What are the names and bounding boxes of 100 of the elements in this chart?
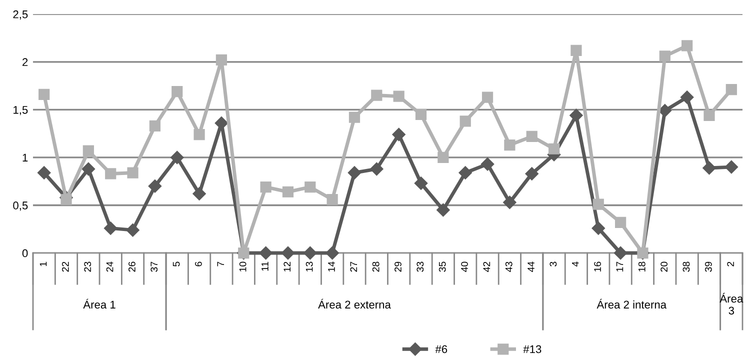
text: Área 2 externa <box>318 298 391 309</box>
point <box>170 150 184 164</box>
point <box>482 92 494 103</box>
point <box>615 216 626 228</box>
x-tick-label: 3 <box>550 262 557 266</box>
x-tick-label: 10 <box>239 262 246 272</box>
point <box>702 161 716 175</box>
point <box>592 222 605 235</box>
legend-label: #6 <box>435 345 448 354</box>
point <box>658 104 672 118</box>
x-tick-label: 20 <box>660 262 668 272</box>
y-tick-label: 2,5 <box>13 10 28 20</box>
point <box>82 145 94 156</box>
point <box>415 108 427 120</box>
point <box>614 246 628 260</box>
point <box>60 194 72 206</box>
point <box>348 112 360 123</box>
point <box>192 187 206 200</box>
x-tick-label: 17 <box>616 262 624 272</box>
x-tick-label: 12 <box>284 262 290 272</box>
point <box>281 246 295 260</box>
x-tick-label: 35 <box>438 262 446 272</box>
legend-label: #13 <box>523 345 542 354</box>
x-tick-label: 27 <box>350 262 358 272</box>
point <box>259 246 272 260</box>
point <box>393 90 404 102</box>
point <box>348 166 362 180</box>
x-tick-label: 13 <box>306 262 313 272</box>
y-tick-label: 2 <box>22 58 28 66</box>
y-tick-label: 0,5 <box>13 202 28 211</box>
point <box>148 180 162 193</box>
point <box>282 186 294 198</box>
x-tick-label: 40 <box>461 262 468 272</box>
x-tick-label: 5 <box>172 262 180 266</box>
point <box>460 116 471 127</box>
point <box>414 176 428 190</box>
x-tick-label: 44 <box>528 262 534 272</box>
x-tick-label: 16 <box>594 262 601 272</box>
point <box>149 120 160 132</box>
x-tick-label: 2 <box>727 262 734 266</box>
point <box>38 88 50 100</box>
x-tick-label: 1 <box>40 262 47 266</box>
point <box>680 90 694 104</box>
point <box>82 162 96 176</box>
point <box>570 108 583 122</box>
point <box>304 246 317 260</box>
x-tick-label: 7 <box>217 262 224 266</box>
point <box>480 158 494 171</box>
point <box>172 86 183 98</box>
x-tick-label: 14 <box>328 262 335 272</box>
point <box>704 110 715 121</box>
point <box>548 143 560 154</box>
x-tick-label: 43 <box>505 262 512 272</box>
x-tick-label: 6 <box>195 262 202 266</box>
point <box>371 90 382 101</box>
y-tick-label: 0 <box>22 249 28 258</box>
x-tick-label: 39 <box>704 262 712 272</box>
point <box>659 50 670 62</box>
x-tick-label: 37 <box>150 262 158 272</box>
x-tick-label: 23 <box>84 262 92 272</box>
point <box>525 167 538 180</box>
text: Área 1 <box>83 298 116 309</box>
point <box>104 222 118 235</box>
point <box>392 128 406 142</box>
point <box>724 160 738 174</box>
point <box>570 44 582 56</box>
point <box>504 139 516 151</box>
point <box>726 84 737 96</box>
point <box>216 54 228 66</box>
point <box>503 196 516 209</box>
point <box>436 203 450 217</box>
x-tick-label: 29 <box>394 262 402 272</box>
x-tick-label: 28 <box>372 262 380 272</box>
x-tick-label: 33 <box>416 262 424 272</box>
text: Área 3 <box>720 292 744 315</box>
x-tick-label: 38 <box>682 262 690 272</box>
text: Área 2 interna <box>596 298 667 309</box>
point <box>105 168 116 180</box>
x-tick-label: 18 <box>638 262 646 272</box>
x-tick-label: 22 <box>62 262 69 272</box>
point <box>304 182 316 193</box>
y-tick-label: 1 <box>22 154 28 162</box>
point <box>194 128 205 140</box>
y-tick-label: 1,5 <box>14 106 28 116</box>
x-tick-label: 42 <box>483 262 490 272</box>
point <box>458 166 472 180</box>
x-tick-label: 4 <box>572 262 579 267</box>
x-tick-label: 11 <box>262 262 268 271</box>
point <box>326 194 338 206</box>
point <box>326 246 339 260</box>
point <box>38 166 51 180</box>
point <box>126 224 140 237</box>
point <box>682 40 693 52</box>
point <box>370 162 384 176</box>
point <box>260 182 272 193</box>
x-tick-label: 24 <box>106 262 114 272</box>
point <box>592 198 604 210</box>
point <box>526 130 538 142</box>
point <box>127 167 138 178</box>
x-tick-label: 26 <box>128 262 136 272</box>
